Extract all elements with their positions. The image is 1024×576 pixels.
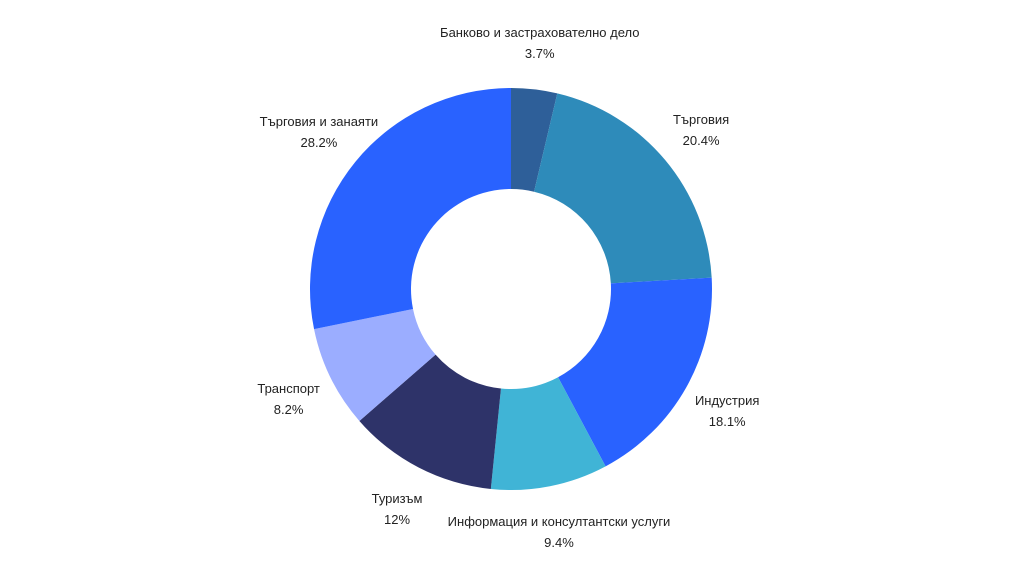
value-label: 8.2% [273,401,304,417]
slice [558,277,712,467]
category-label: Банково и застрахователно дело [440,24,640,40]
category-label: Индустрия [694,392,760,408]
value-label: 3.7% [524,45,555,61]
slice [359,354,501,489]
slice-label: Търговия 20.4% [571,109,831,151]
slice [534,93,712,284]
slice-label: Транспорт 8.2% [159,378,419,420]
slice-label: Търговия и занаяти 28.2% [189,111,449,153]
slice [490,377,606,490]
value-label: 9.4% [544,535,574,551]
slice-label: Банково и застрахователно дело 3.7% [410,22,670,64]
slice-label: Индустрия 18.1% [597,390,857,432]
value-label: 28.2% [300,135,338,151]
slice-label: Информация и консултантски услуги 9.4% [429,511,689,553]
value-label: 18.1% [708,413,746,429]
value-label: 20.4% [682,132,720,148]
slice [511,88,558,192]
slice [310,88,511,330]
category-label: Търговия и занаяти [259,114,379,130]
slice-label: Туризъм 12% [267,488,527,530]
category-label: Информация и консултантски услуги [447,514,671,530]
category-label: Туризъм [371,491,423,507]
category-label: Търговия [672,111,730,127]
slice [314,308,436,421]
category-label: Транспорт [257,380,320,396]
value-label: 12% [384,512,411,528]
